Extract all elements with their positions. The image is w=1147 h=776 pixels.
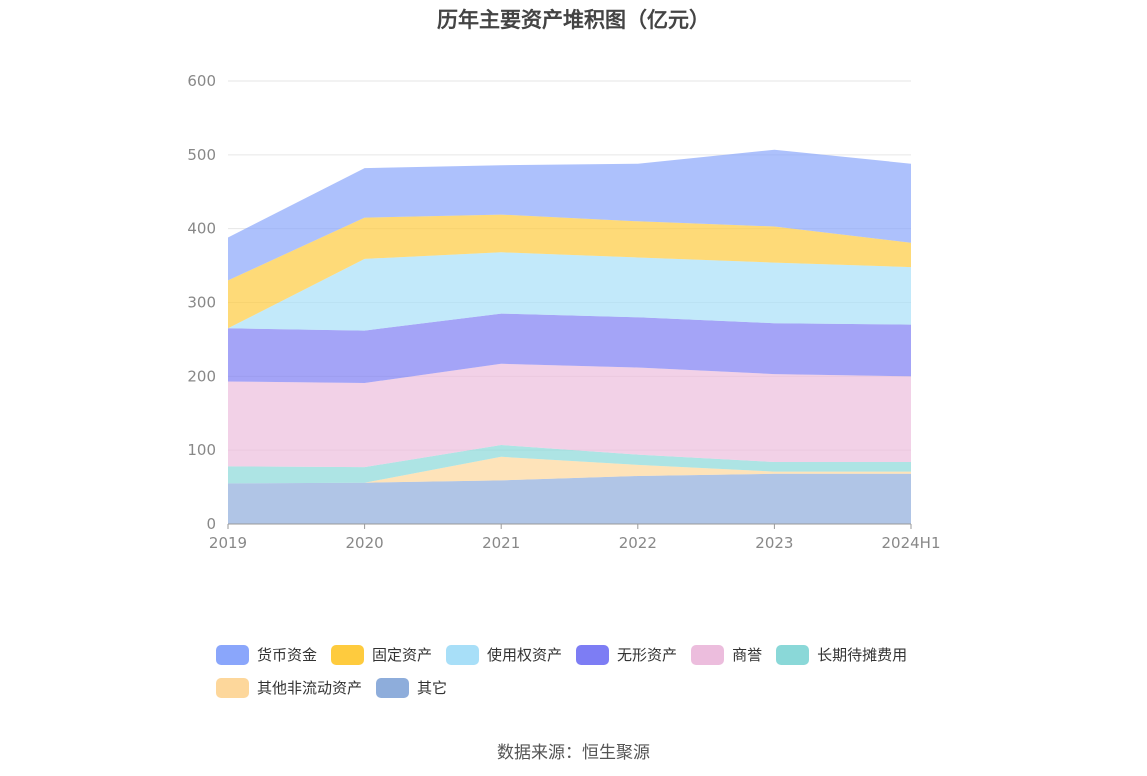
area-series-6 — [228, 214, 911, 329]
area-series-7 — [228, 149, 911, 281]
legend-item[interactable]: 其它 — [376, 671, 447, 704]
legend-swatch — [691, 644, 725, 665]
legend-item[interactable]: 其他非流动资产 — [216, 671, 362, 704]
stacked-area-chart: 0 100 200 300 400 500 600 2019 2020 2021 2022 2023 2… — [187, 72, 941, 552]
chart-title: 历年主要资产堆积图（亿元） — [437, 8, 710, 32]
x-tick-label: 2020 — [346, 534, 384, 552]
legend-swatch — [446, 644, 480, 665]
area-series-3 — [228, 363, 911, 468]
legend-label: 使用权资产 — [487, 646, 563, 664]
x-tick-label: 2023 — [755, 534, 793, 552]
area-series-4 — [228, 313, 911, 383]
legend-item[interactable]: 固定资产 — [331, 638, 432, 671]
area-series-1 — [228, 456, 911, 484]
legend-swatch — [216, 677, 249, 698]
legend-item[interactable]: 使用权资产 — [446, 638, 562, 671]
legend-swatch — [331, 644, 365, 665]
legend-item[interactable]: 无形资产 — [576, 638, 677, 671]
legend-label: 货币资金 — [257, 646, 318, 664]
y-tick-label: 500 — [187, 146, 216, 164]
x-tick-label: 2019 — [209, 534, 247, 552]
y-tick-label: 600 — [187, 72, 216, 90]
y-tick-label: 300 — [187, 294, 216, 312]
y-tick-label: 200 — [187, 367, 216, 385]
y-tick-label: 0 — [206, 515, 216, 533]
area-series-2 — [228, 445, 911, 484]
legend-item[interactable]: 长期待摊费用 — [776, 638, 907, 671]
legend-label: 固定资产 — [372, 646, 433, 664]
x-tick-label: 2021 — [482, 534, 520, 552]
y-tick-label: 400 — [187, 220, 216, 238]
legend-label: 商誉 — [732, 646, 763, 664]
legend-label: 长期待摊费用 — [817, 646, 908, 664]
legend-label: 无形资产 — [617, 646, 678, 664]
legend-label: 其它 — [417, 679, 448, 697]
legend-label: 其他非流动资产 — [257, 679, 363, 697]
legend-swatch — [216, 644, 249, 665]
x-tick-label: 2024H1 — [882, 534, 941, 552]
area-series-5 — [228, 252, 911, 331]
x-tick-label: 2022 — [619, 534, 657, 552]
legend-swatch — [376, 677, 410, 698]
data-source: 数据来源：恒生聚源 — [497, 743, 650, 763]
legend-swatch — [776, 644, 810, 665]
y-tick-label: 100 — [187, 441, 216, 459]
legend-item[interactable]: 货币资金 — [216, 638, 317, 671]
legend-item[interactable]: 商誉 — [691, 638, 762, 671]
area-series-0 — [228, 473, 911, 524]
chart-legend: 货币资金 固定资产 使用权资产 无形资产 商誉 长期待摊费用其他非流动资产 其它 — [216, 638, 976, 704]
legend-swatch — [576, 644, 610, 665]
